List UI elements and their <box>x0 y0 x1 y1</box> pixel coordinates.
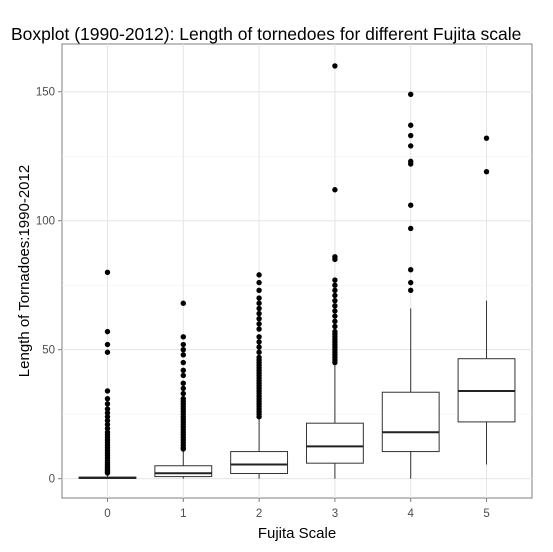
x-tick-label: 2 <box>256 508 262 520</box>
y-tick-label: 150 <box>36 87 55 99</box>
y-tick-label: 100 <box>36 216 55 228</box>
outlier-point <box>180 390 186 397</box>
outlier-point <box>180 446 186 452</box>
box-group-3 <box>305 63 364 479</box>
outlier-point <box>180 380 186 386</box>
y-tick-label: 0 <box>49 474 55 486</box>
outlier-point <box>332 308 338 314</box>
outlier-point <box>332 318 338 325</box>
outlier-point <box>256 326 262 332</box>
outlier-point <box>332 256 338 263</box>
box <box>154 465 213 478</box>
outlier-point <box>256 334 262 340</box>
outlier-point <box>332 313 338 319</box>
outlier-point <box>256 344 262 350</box>
outlier-point <box>104 421 111 428</box>
outlier-point <box>180 385 186 392</box>
x-axis-title: Fujita Scale <box>258 525 336 542</box>
box-group-4 <box>381 91 440 479</box>
outlier-point <box>408 287 414 294</box>
outlier-point <box>104 401 111 407</box>
box <box>230 451 289 474</box>
outlier-point <box>332 277 338 283</box>
outlier-point <box>256 305 262 312</box>
outlier-point <box>408 161 414 167</box>
outlier-point <box>104 341 111 348</box>
outlier-point <box>256 316 262 322</box>
x-tick-label: 3 <box>332 508 338 520</box>
outlier-point <box>104 410 111 416</box>
axes-layer: 0 50 100 150 0 1 2 3 4 5 <box>36 87 490 520</box>
outlier-point <box>332 63 338 69</box>
outlier-point <box>256 339 262 345</box>
outlier-point <box>256 321 262 327</box>
outlier-point <box>104 269 111 275</box>
outlier-point <box>408 279 414 286</box>
outlier-point <box>332 323 338 330</box>
outlier-point <box>256 300 262 306</box>
outlier-point <box>180 352 186 358</box>
outlier-point <box>180 341 186 348</box>
outlier-point <box>332 187 338 193</box>
box-group-2 <box>230 272 289 479</box>
outlier-point <box>332 287 338 294</box>
box-group-5 <box>457 135 516 465</box>
outlier-point <box>104 349 111 355</box>
outlier-point <box>408 225 414 232</box>
outlier-point <box>256 287 262 294</box>
outlier-point <box>104 328 111 335</box>
outlier-point <box>256 279 262 286</box>
outlier-point <box>332 292 338 299</box>
outlier-point <box>104 414 111 420</box>
outlier-point <box>332 359 338 366</box>
outlier-point <box>408 202 414 208</box>
x-tick-label: 0 <box>104 508 110 520</box>
chart-title: Boxplot (1990-2012): Length of tornedoes… <box>11 24 521 44</box>
x-tick-label: 5 <box>483 508 489 520</box>
outlier-point <box>104 425 111 432</box>
outlier-point <box>408 143 414 149</box>
outlier-point <box>180 367 186 374</box>
outlier-point <box>256 310 262 317</box>
outlier-point <box>256 272 262 278</box>
outlier-point <box>256 295 262 301</box>
outlier-point <box>332 282 338 288</box>
outlier-point <box>408 91 414 98</box>
y-axis-title: Length of Tornadoes:1990-2012 <box>16 165 33 377</box>
outlier-point <box>408 267 414 273</box>
x-tick-label: 4 <box>408 508 415 520</box>
outlier-point <box>483 168 490 175</box>
outlier-point <box>332 297 338 304</box>
x-tick-label: 1 <box>180 508 186 520</box>
outlier-point <box>256 414 262 420</box>
box <box>381 391 440 453</box>
outlier-point <box>104 417 111 424</box>
outlier-point <box>180 359 186 366</box>
outlier-point <box>180 300 186 306</box>
outlier-point <box>104 395 111 402</box>
outlier-point <box>408 122 414 128</box>
outlier-point <box>180 346 186 353</box>
outlier-point <box>483 135 490 141</box>
outlier-point <box>104 470 111 476</box>
box <box>305 422 364 464</box>
box-group-1 <box>154 300 213 479</box>
outlier-point <box>180 372 186 379</box>
outlier-point <box>104 406 111 412</box>
y-tick-label: 50 <box>42 345 55 357</box>
plot-panel <box>61 43 533 499</box>
outlier-point <box>408 132 414 139</box>
box-group-0 <box>78 269 137 479</box>
boxes-layer <box>78 63 516 479</box>
outlier-point <box>104 388 111 394</box>
outlier-point <box>332 303 338 309</box>
outlier-point <box>256 349 262 355</box>
outlier-point <box>180 334 186 340</box>
